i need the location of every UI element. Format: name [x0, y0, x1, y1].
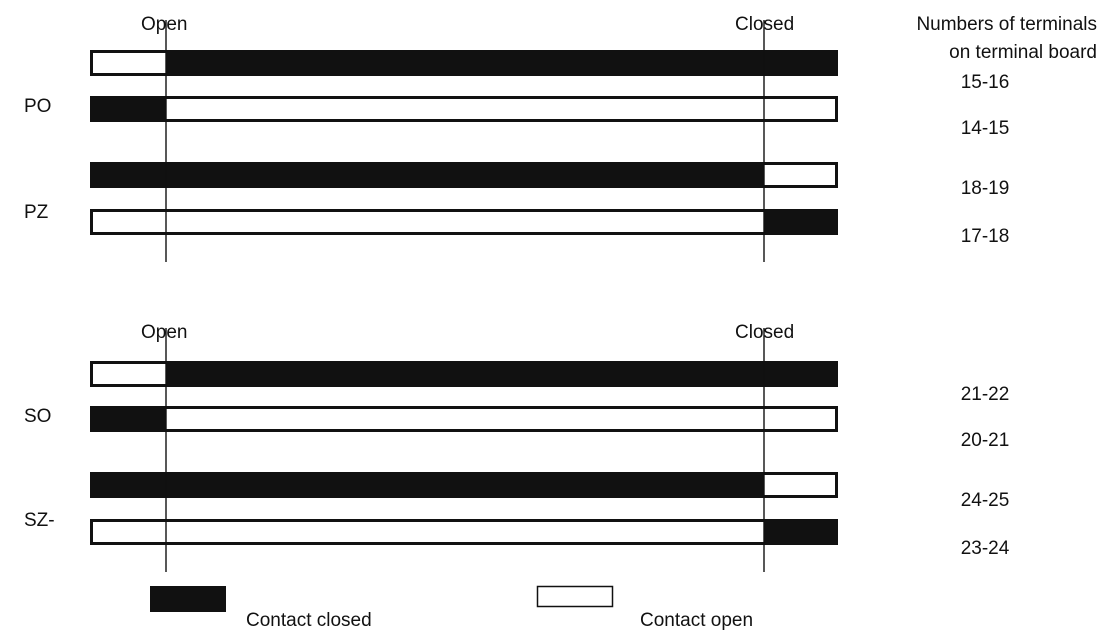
- contact-segment-po-lower-open: [166, 96, 764, 122]
- contact-segment-po-upper-closed: [166, 50, 764, 76]
- contact-segment-so-lower-closed: [90, 406, 166, 432]
- terminal-label-15-16: 15-16: [960, 72, 1010, 93]
- closed-position-label: Closed: [735, 322, 795, 343]
- legend-closed-label: Contact closed: [246, 610, 372, 631]
- contact-bar-outline-so-lower: [90, 406, 838, 432]
- switch-label-so: SO: [24, 406, 52, 427]
- contact-bar-outline-po-lower: [90, 96, 838, 122]
- contact-segment-sz-upper-open: [764, 472, 838, 498]
- closed-position-label: Closed: [735, 14, 795, 35]
- contact-bar-outline-sz-upper: [90, 472, 838, 498]
- contact-segment-pz-upper-closed: [90, 162, 166, 188]
- contact-bar-outline-po-upper: [90, 50, 838, 76]
- contact-bar-outline-pz-upper: [90, 162, 838, 188]
- open-position-label: Open: [141, 14, 188, 35]
- legend-closed-swatch: [150, 586, 226, 612]
- contact-segment-sz-lower-open: [166, 519, 764, 545]
- terminal-label-24-25: 24-25: [960, 490, 1010, 511]
- switch-label-pz: PZ: [24, 202, 49, 223]
- terminal-label-14-15: 14-15: [960, 118, 1010, 139]
- contact-bar-outline-pz-lower: [90, 209, 838, 235]
- contact-segment-so-upper-closed: [764, 361, 838, 387]
- contact-segment-po-lower-closed: [90, 96, 166, 122]
- contact-segment-so-lower-open: [166, 406, 764, 432]
- contact-segment-sz-upper-closed: [166, 472, 764, 498]
- contact-segment-po-lower-open: [764, 96, 838, 122]
- contact-segment-sz-upper-closed: [90, 472, 166, 498]
- contact-segment-pz-lower-open: [90, 209, 166, 235]
- contact-segment-sz-lower-closed: [764, 519, 838, 545]
- switch-label-sz: SZ-: [24, 510, 55, 531]
- terminal-label-18-19: 18-19: [960, 178, 1010, 199]
- contact-bar-outline-sz-lower: [90, 519, 838, 545]
- contact-segment-so-upper-open: [90, 361, 166, 387]
- contact-segment-po-upper-open: [90, 50, 166, 76]
- contact-segment-pz-upper-open: [764, 162, 838, 188]
- contact-segment-pz-lower-closed: [764, 209, 838, 235]
- contact-segment-po-upper-closed: [764, 50, 838, 76]
- terminal-label-20-21: 20-21: [960, 430, 1010, 451]
- contact-segment-so-lower-open: [764, 406, 838, 432]
- terminal-label-21-22: 21-22: [960, 384, 1010, 405]
- switch-label-po: PO: [24, 96, 52, 117]
- contact-segment-so-upper-closed: [166, 361, 764, 387]
- contact-bar-outline-so-upper: [90, 361, 838, 387]
- terminal-label-17-18: 17-18: [960, 226, 1010, 247]
- contact-segment-sz-lower-open: [90, 519, 166, 545]
- legend-open-label: Contact open: [640, 610, 754, 631]
- terminal-label-23-24: 23-24: [960, 538, 1010, 559]
- open-position-label: Open: [141, 322, 188, 343]
- contact-segment-pz-lower-open: [166, 209, 764, 235]
- legend-open-swatch: [536, 585, 614, 608]
- contact-segment-pz-upper-closed: [166, 162, 764, 188]
- terminals-title-line2: on terminal board: [949, 42, 1097, 63]
- terminals-title-line1: Numbers of terminals: [916, 14, 1097, 35]
